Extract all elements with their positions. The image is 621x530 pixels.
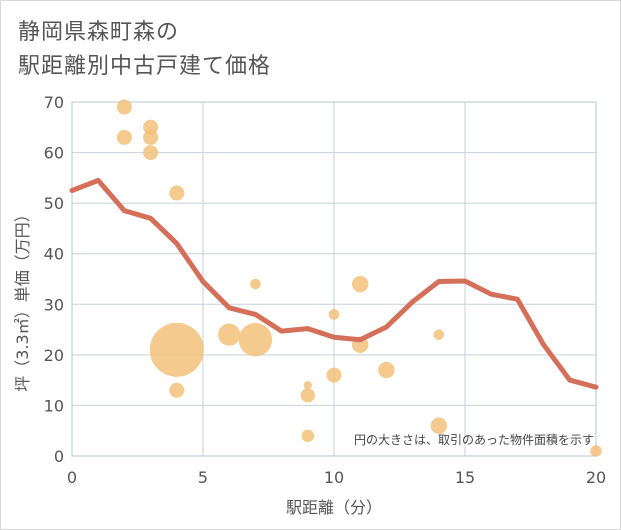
y-tick-label: 20 <box>44 346 64 365</box>
bubble-point <box>116 129 132 145</box>
x-tick-label: 10 <box>324 468 344 487</box>
y-tick-label: 60 <box>44 144 64 163</box>
y-axis-label: 坪（3.3㎡）単価（万円） <box>13 206 32 391</box>
average-price-line <box>69 177 599 390</box>
bubble-point <box>300 388 315 403</box>
bubble-point <box>149 322 204 377</box>
plot-area-border <box>71 101 597 457</box>
chart-title-line2: 駅距離別中古戸建て価格 <box>18 54 272 79</box>
bubble-point <box>116 99 132 115</box>
bubble-point <box>169 382 185 398</box>
bubble-point <box>328 309 340 320</box>
bubble-point <box>238 322 273 357</box>
bubble-point <box>169 185 185 201</box>
y-tick-label: 70 <box>44 93 64 112</box>
x-tick-label: 0 <box>67 468 77 487</box>
bubble-point <box>143 129 159 145</box>
bubble-point <box>301 429 315 443</box>
y-tick-label: 30 <box>44 295 64 314</box>
bubble-point <box>590 445 602 457</box>
x-tick-label: 20 <box>586 468 606 487</box>
bubble-point <box>303 381 312 390</box>
y-axis-ticks: 0 10 20 30 40 50 60 70 <box>44 93 64 466</box>
x-axis-ticks: 0 5 10 15 20 <box>67 468 606 487</box>
bubble-point <box>250 278 261 290</box>
bubble-point <box>326 367 342 383</box>
y-tick-label: 10 <box>44 396 64 415</box>
x-tick-label: 5 <box>198 468 208 487</box>
y-tick-label: 50 <box>44 194 64 213</box>
bubble-point <box>218 323 241 346</box>
x-axis-label: 駅距離（分） <box>286 498 382 517</box>
y-tick-label: 0 <box>54 447 64 466</box>
chart-title-line1: 静岡県森町森の <box>18 20 180 45</box>
bubble-point <box>430 417 448 434</box>
bubble-point <box>378 361 395 379</box>
y-tick-label: 40 <box>44 245 64 264</box>
bubble-size-note: 円の大きさは、取引のあった物件面積を示す <box>354 432 594 447</box>
bubble-point <box>433 329 445 340</box>
chart-title: 静岡県森町森の 駅距離別中古戸建て価格 <box>18 16 271 84</box>
x-tick-label: 15 <box>455 468 475 487</box>
bubble-point <box>143 145 159 161</box>
bubble-point <box>351 275 369 293</box>
bubble-series <box>116 99 602 457</box>
